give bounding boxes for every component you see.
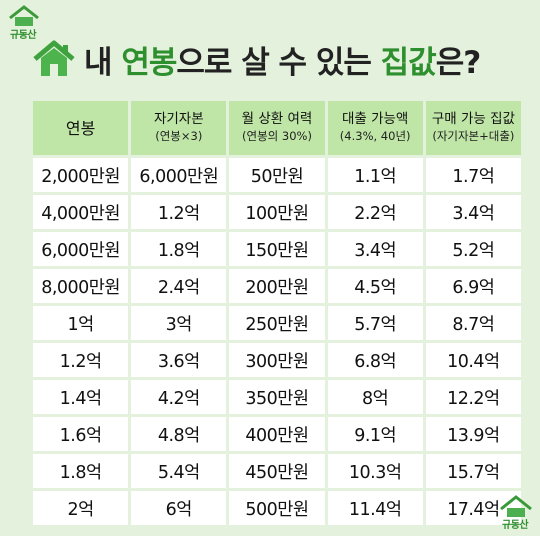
header-sublabel: (연봉×3)	[155, 129, 203, 143]
header-sublabel: (4.3%, 40년)	[339, 129, 411, 143]
table-cell: 2.2억	[327, 195, 423, 229]
header-equity: 자기자본 (연봉×3)	[131, 101, 227, 155]
table-cell: 6.9억	[425, 269, 521, 303]
table-cell: 400만원	[229, 417, 325, 451]
table-cell: 2,000만원	[33, 158, 129, 192]
table-row: 1.6억 4.8억 400만원 9.1억 13.9억	[33, 417, 521, 451]
table-cell: 9.1억	[327, 417, 423, 451]
header-loan-amount: 대출 가능액 (4.3%, 40년)	[327, 101, 423, 155]
table-cell: 1억	[33, 306, 129, 340]
table-cell: 3.4억	[327, 232, 423, 266]
table-cell: 1.8억	[131, 232, 227, 266]
table-cell: 1.2억	[131, 195, 227, 229]
table-cell: 6.8억	[327, 343, 423, 377]
table-cell: 5.7억	[327, 306, 423, 340]
table-cell: 15.7억	[425, 454, 521, 488]
table-row: 2,000만원 6,000만원 50만원 1.1억 1.7억	[33, 158, 521, 192]
header-label: 연봉	[65, 118, 96, 138]
table-row: 1.4억 4.2억 350만원 8억 12.2억	[33, 380, 521, 414]
table-cell: 1.1억	[327, 158, 423, 192]
table-row: 6,000만원 1.8억 150만원 3.4억 5.2억	[33, 232, 521, 266]
logo-text: 규동산	[502, 520, 529, 531]
header-sublabel: (자기자본+대출)	[432, 129, 515, 143]
house-logo-icon	[500, 495, 532, 517]
table-cell: 3.4억	[425, 195, 521, 229]
table-cell: 17.4억	[425, 491, 521, 525]
table-cell: 5.4억	[131, 454, 227, 488]
table-cell: 4.8억	[131, 417, 227, 451]
title-text: 은?	[435, 44, 482, 81]
house-icon	[33, 40, 75, 76]
table-cell: 250만원	[229, 306, 325, 340]
table-row: 1.2억 3.6억 300만원 6.8억 10.4억	[33, 343, 521, 377]
table-cell: 1.4억	[33, 380, 129, 414]
header-label: 자기자본	[153, 111, 204, 127]
table-cell: 12.2억	[425, 380, 521, 414]
table-cell: 6,000만원	[33, 232, 129, 266]
header-house-price: 구매 가능 집값 (자기자본+대출)	[425, 101, 521, 155]
table-cell: 1.7억	[425, 158, 521, 192]
table-cell: 5.2억	[425, 232, 521, 266]
table-cell: 500만원	[229, 491, 325, 525]
table-cell: 11.4억	[327, 491, 423, 525]
table-row: 4,000만원 1.2억 100만원 2.2억 3.4억	[33, 195, 521, 229]
table-cell: 350만원	[229, 380, 325, 414]
table-cell: 50만원	[229, 158, 325, 192]
title-text: 내	[84, 44, 122, 81]
table-row: 1.8억 5.4억 450만원 10.3억 15.7억	[33, 454, 521, 488]
table-cell: 200만원	[229, 269, 325, 303]
header-monthly-repayment: 월 상환 여력 (연봉의 30%)	[229, 101, 325, 155]
house-logo-icon	[9, 5, 39, 26]
salary-house-table: 연봉 자기자본 (연봉×3) 월 상환 여력 (연봉의 30%) 대출 가능액 (4.…	[30, 98, 524, 528]
table-cell: 6,000만원	[131, 158, 227, 192]
table-row: 2억 6억 500만원 11.4억 17.4억	[33, 491, 521, 525]
table-row: 1억 3억 250만원 5.7억 8.7억	[33, 306, 521, 340]
table-cell: 1.6억	[33, 417, 129, 451]
table-cell: 8억	[327, 380, 423, 414]
header-label: 구매 가능 집값	[431, 111, 515, 127]
table-cell: 150만원	[229, 232, 325, 266]
header-label: 대출 가능액	[341, 111, 409, 127]
title-highlight: 집값	[380, 44, 437, 81]
table-cell: 300만원	[229, 343, 325, 377]
title-highlight: 연봉	[121, 44, 177, 81]
table-cell: 4.5억	[327, 269, 423, 303]
table-cell: 8.7억	[425, 306, 521, 340]
page-title: 내 연봉으로 살 수 있는 집값은?	[84, 37, 482, 82]
brand-logo: 규동산	[6, 4, 42, 41]
brand-logo-bottom: 규동산	[496, 494, 536, 531]
logo-text: 규동산	[10, 30, 37, 41]
page-title-row: 내 연봉으로 살 수 있는 집값은?	[32, 34, 512, 84]
title-text: 으로 살 수 있는	[176, 44, 381, 81]
table-cell: 4.2억	[131, 380, 227, 414]
table-cell: 3.6억	[131, 343, 227, 377]
table-header-row: 연봉 자기자본 (연봉×3) 월 상환 여력 (연봉의 30%) 대출 가능액 (4.…	[33, 101, 521, 155]
table-cell: 6억	[131, 491, 227, 525]
header-label: 월 상환 여력	[241, 111, 313, 127]
table-cell: 100만원	[229, 195, 325, 229]
table-cell: 13.9억	[425, 417, 521, 451]
table-cell: 2억	[33, 491, 129, 525]
table-row: 8,000만원 2.4억 200만원 4.5억 6.9억	[33, 269, 521, 303]
table-cell: 2.4억	[131, 269, 227, 303]
header-salary: 연봉	[33, 101, 129, 155]
table-cell: 10.3억	[327, 454, 423, 488]
table-cell: 3억	[131, 306, 227, 340]
table-cell: 8,000만원	[33, 269, 129, 303]
header-sublabel: (연봉의 30%)	[242, 129, 312, 143]
table-cell: 1.2억	[33, 343, 129, 377]
table-cell: 4,000만원	[33, 195, 129, 229]
table-cell: 10.4억	[425, 343, 521, 377]
table-cell: 450만원	[229, 454, 325, 488]
table-cell: 1.8억	[33, 454, 129, 488]
